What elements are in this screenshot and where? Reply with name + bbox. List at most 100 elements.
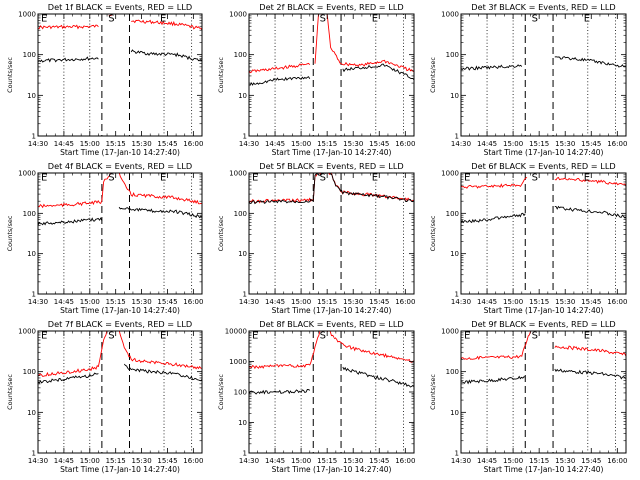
x-axis-label: Start Time (17-Jan-10 14:27:40) xyxy=(484,306,604,315)
x-tick-label: 15:15 xyxy=(106,140,126,148)
y-tick-label: 1000 xyxy=(441,11,459,19)
y-axis-label: Counts/sec xyxy=(429,215,437,251)
y-tick-label: 1000 xyxy=(18,11,36,19)
y-tick-label: 1 xyxy=(243,291,247,299)
y-tick-label: 1 xyxy=(243,450,247,458)
series-2-segment-2 xyxy=(554,368,626,380)
y-tick-label: 100 xyxy=(234,210,247,218)
data-curves xyxy=(249,173,414,205)
data-curves xyxy=(461,331,626,385)
series-2-segment-1 xyxy=(249,76,311,86)
event-marker: S xyxy=(108,173,114,184)
event-marker: E xyxy=(252,331,258,342)
plot-frame xyxy=(37,330,203,454)
y-tick-label: 10 xyxy=(450,92,459,100)
plot-frame xyxy=(460,330,627,454)
y-tick-label: 1 xyxy=(455,133,459,141)
series-1-segment-2 xyxy=(118,173,202,205)
y-tick-label: 10 xyxy=(238,92,247,100)
series-1-segment-1 xyxy=(38,331,108,377)
chart-title: Det 3f BLACK = Events, RED = LLD xyxy=(471,2,615,12)
x-tick-label: 16:00 xyxy=(395,457,415,465)
chart-panel-1: Det 1f BLACK = Events, RED = LLD Counts/s… xyxy=(6,2,203,157)
event-marker: E xyxy=(41,331,47,342)
series-1-segment-2 xyxy=(118,331,202,370)
x-tick-label: 15:45 xyxy=(369,457,389,465)
y-tick-label: 1 xyxy=(32,450,36,458)
x-tick-label: 15:00 xyxy=(80,140,100,148)
chart-title: Det 4f BLACK = Events, RED = LLD xyxy=(48,161,192,171)
x-tick-label: 16:00 xyxy=(607,140,627,148)
event-marker: S xyxy=(532,173,538,184)
y-axis-label: Counts/sec xyxy=(6,374,14,410)
series-1-segment-3 xyxy=(131,19,202,31)
y-tick-label: 10 xyxy=(238,419,247,427)
plot-frame xyxy=(460,172,627,295)
x-tick-label: 15:00 xyxy=(291,298,311,306)
event-marker: S xyxy=(108,14,114,25)
y-tick-label: 1000 xyxy=(18,328,36,336)
x-tick-label: 15:00 xyxy=(80,457,100,465)
event-marker: E xyxy=(160,14,166,25)
event-marker: E xyxy=(372,331,378,342)
y-tick-label: 1000 xyxy=(441,170,459,178)
data-curves xyxy=(38,173,202,226)
x-tick-label: 16:00 xyxy=(607,298,627,306)
series-1-segment-3 xyxy=(326,14,414,73)
series-1-segment-2 xyxy=(333,337,414,363)
y-tick-label: 100 xyxy=(23,368,36,376)
chart-title: Det 8f BLACK = Events, RED = LLD xyxy=(259,319,403,329)
chart-panel-5: Det 5f BLACK = Events, RED = LLD Counts/s… xyxy=(217,161,415,315)
chart-title: Det 9f BLACK = Events, RED = LLD xyxy=(471,319,615,329)
plot-frame xyxy=(248,13,415,137)
x-tick-label: 15:00 xyxy=(503,457,523,465)
x-tick-label: 14:45 xyxy=(265,298,285,306)
x-tick-label: 15:30 xyxy=(131,298,151,306)
plot-frame xyxy=(37,172,203,295)
x-tick-label: 14:45 xyxy=(265,457,285,465)
x-tick-label: 15:45 xyxy=(581,457,601,465)
event-marker: E xyxy=(372,14,378,25)
x-tick-label: 14:30 xyxy=(451,457,471,465)
x-axis-label: Start Time (17-Jan-10 14:27:40) xyxy=(484,465,604,474)
x-tick-label: 16:00 xyxy=(395,140,415,148)
y-tick-label: 1 xyxy=(455,291,459,299)
event-marker: S xyxy=(108,331,114,342)
x-tick-label: 15:45 xyxy=(157,140,177,148)
y-tick-label: 1000 xyxy=(229,11,247,19)
y-axis-label: Counts/sec xyxy=(217,374,225,410)
x-tick-label: 15:30 xyxy=(131,140,151,148)
plot-frame xyxy=(248,172,415,295)
event-marker: E xyxy=(464,173,470,184)
x-tick-label: 15:45 xyxy=(581,140,601,148)
x-tick-label: 15:30 xyxy=(555,140,575,148)
x-tick-label: 15:45 xyxy=(157,298,177,306)
x-tick-label: 15:15 xyxy=(317,457,337,465)
series-1-segment-1 xyxy=(249,331,335,370)
x-tick-label: 14:30 xyxy=(239,298,259,306)
data-curves xyxy=(461,56,626,71)
series-2-segment-1 xyxy=(249,173,414,205)
event-marker: E xyxy=(372,173,378,184)
x-tick-label: 14:30 xyxy=(28,457,48,465)
x-tick-label: 15:15 xyxy=(529,140,549,148)
x-tick-label: 15:15 xyxy=(529,457,549,465)
x-tick-label: 14:30 xyxy=(451,298,471,306)
chart-panel-8: Det 8f BLACK = Events, RED = LLD Counts/s… xyxy=(217,319,415,474)
x-tick-label: 15:30 xyxy=(343,457,363,465)
event-marker: S xyxy=(532,331,538,342)
y-axis-label: Counts/sec xyxy=(6,215,14,251)
series-2-segment-1 xyxy=(249,389,311,395)
series-1-segment-2 xyxy=(554,56,626,68)
x-tick-label: 15:00 xyxy=(291,140,311,148)
data-curves xyxy=(38,331,202,384)
series-2-segment-1 xyxy=(461,212,526,224)
y-tick-label: 1 xyxy=(32,291,36,299)
series-1-segment-1 xyxy=(38,24,99,30)
series-1-segment-2 xyxy=(314,14,326,64)
event-marker: E xyxy=(160,331,166,342)
series-2-segment-2 xyxy=(554,205,626,219)
event-marker: E xyxy=(464,331,470,342)
x-axis-label: Start Time (17-Jan-10 14:27:40) xyxy=(272,148,392,157)
